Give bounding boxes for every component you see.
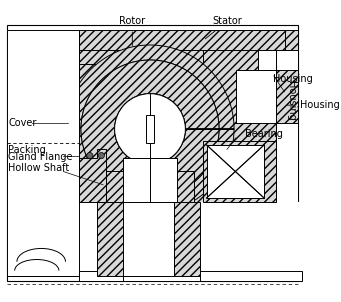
Polygon shape bbox=[203, 30, 298, 276]
Bar bbox=[123, 202, 174, 276]
Polygon shape bbox=[97, 202, 123, 276]
Text: Housing: Housing bbox=[286, 81, 296, 120]
Bar bbox=[7, 202, 302, 276]
Bar bbox=[123, 158, 177, 202]
Bar bbox=[146, 115, 154, 143]
Polygon shape bbox=[7, 30, 79, 276]
Text: Hollow Shaft: Hollow Shaft bbox=[9, 163, 70, 173]
Polygon shape bbox=[14, 74, 68, 238]
Bar bbox=[79, 30, 285, 50]
Polygon shape bbox=[276, 123, 298, 202]
Bar bbox=[79, 271, 302, 281]
Polygon shape bbox=[203, 140, 276, 202]
Bar bbox=[207, 145, 264, 198]
Circle shape bbox=[98, 153, 104, 159]
Polygon shape bbox=[203, 202, 276, 276]
Polygon shape bbox=[68, 207, 79, 238]
Text: Gland Flange: Gland Flange bbox=[9, 152, 73, 162]
Polygon shape bbox=[66, 45, 234, 213]
Text: Housing: Housing bbox=[273, 74, 313, 84]
Circle shape bbox=[115, 94, 186, 164]
Bar bbox=[123, 276, 201, 281]
Polygon shape bbox=[174, 202, 201, 276]
Text: Stator: Stator bbox=[205, 16, 242, 39]
Circle shape bbox=[87, 153, 93, 159]
Polygon shape bbox=[203, 50, 276, 123]
Polygon shape bbox=[258, 50, 298, 70]
Text: Rotor: Rotor bbox=[119, 16, 145, 46]
Text: Housing: Housing bbox=[287, 100, 340, 110]
Bar bbox=[79, 50, 203, 64]
Polygon shape bbox=[81, 60, 219, 198]
Text: Cover: Cover bbox=[9, 118, 37, 128]
Polygon shape bbox=[79, 149, 106, 202]
Bar bbox=[79, 64, 203, 202]
Circle shape bbox=[115, 94, 186, 164]
Text: Bearing: Bearing bbox=[244, 129, 282, 139]
Bar bbox=[7, 30, 79, 276]
Text: Packing: Packing bbox=[9, 145, 46, 155]
Polygon shape bbox=[106, 158, 194, 202]
Bar bbox=[207, 145, 264, 198]
